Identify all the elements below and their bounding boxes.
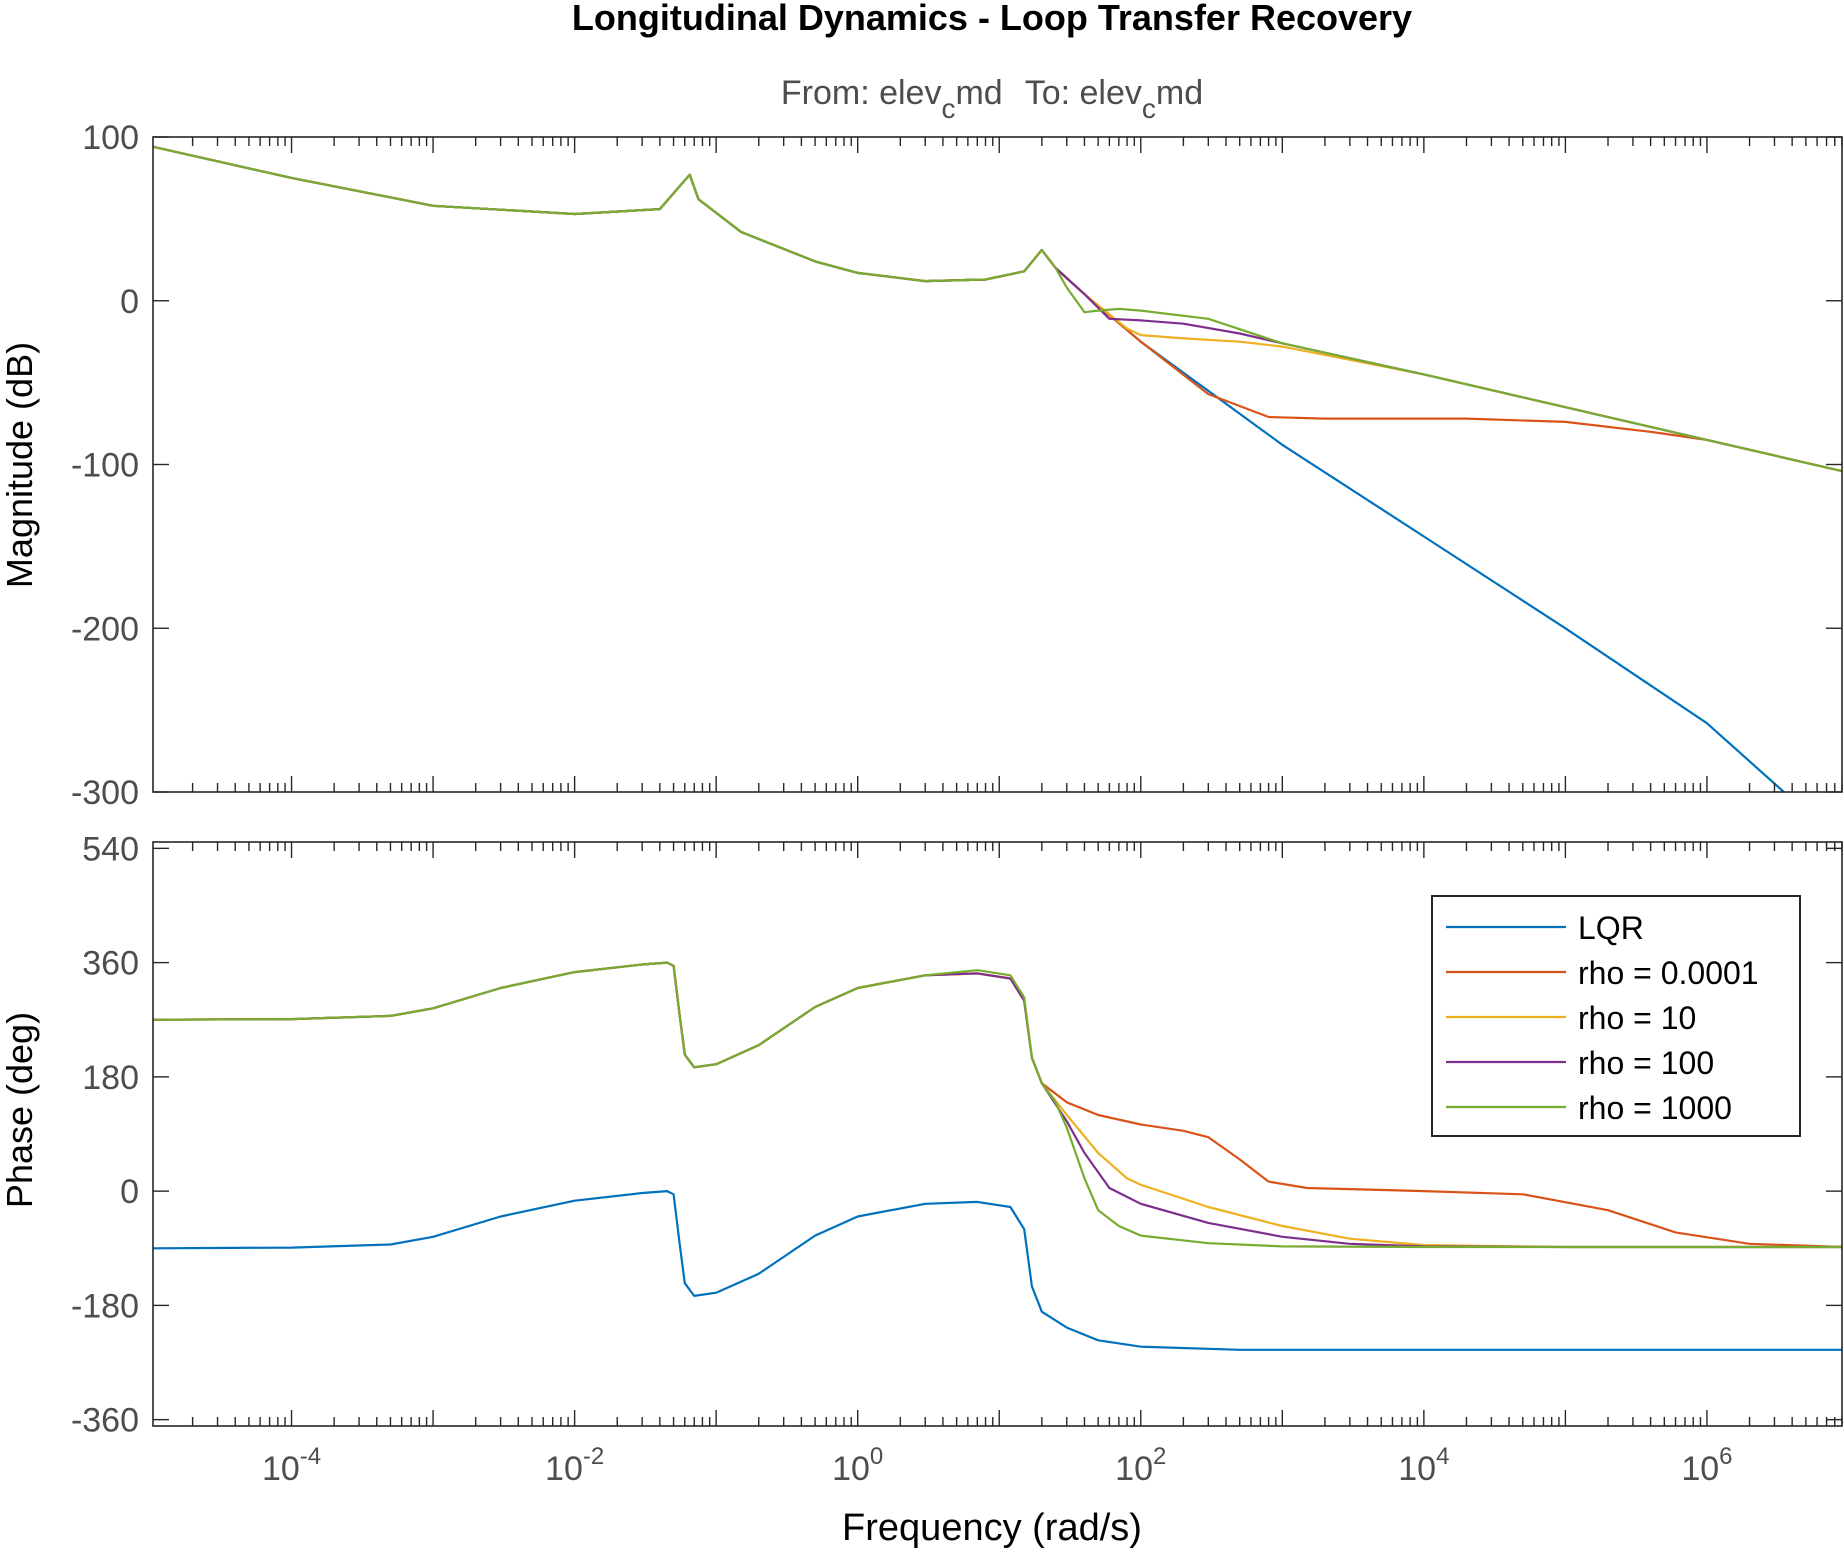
x-tick-label: 102 [1115,1443,1166,1488]
subtitle-to-sub: c [1142,93,1156,124]
x-tick-label: 104 [1398,1443,1449,1488]
magnitude-line-rho-1000 [153,145,1842,473]
x-tick-label-exponent: 0 [870,1443,883,1470]
x-tick-label: 10-2 [545,1443,604,1488]
phase-y-tick-label: -180 [71,1287,139,1325]
phase-y-tick-label: 180 [82,1059,139,1097]
magnitude-axis-label: Magnitude (dB) [0,342,40,588]
x-tick-label-base: 10 [545,1450,583,1488]
x-tick-label-base: 10 [832,1450,870,1488]
x-axis-label: Frequency (rad/s) [842,1507,1142,1549]
phase-axis-label: Phase (deg) [0,1012,40,1208]
x-tick-label-base: 10 [1681,1450,1719,1488]
magnitude-y-tick-label: -300 [71,774,139,812]
magnitude-x-ticks: 100 0 -100 -200 -300 [71,119,1843,812]
magnitude-series-group [153,145,1842,792]
magnitude-y-tick-label: -100 [71,447,139,485]
magnitude-y-tick-label: 100 [82,119,139,157]
x-tick-label: 10-4 [262,1443,321,1488]
x-tick-label-base: 10 [262,1450,300,1488]
phase-series-group [153,961,1842,1351]
magnitude-y-tick-label: 0 [120,283,139,321]
io-subtitle: From: elevcmd To: elevcmd [781,74,1203,124]
phase-line-lqr [153,1190,1842,1351]
phase-line-rho-1000 [153,961,1842,1249]
subtitle-from-sub: c [941,93,955,124]
subtitle-from-label: From: [781,74,879,112]
x-tick-label: 106 [1681,1443,1732,1488]
legend-entries: LQR rho = 0.0001 rho = 10 rho = 100 rho = 10… [1446,910,1759,1126]
magnitude-axes: 100 0 -100 -200 -300 [71,119,1843,812]
x-tick-label-base: 10 [1398,1450,1436,1488]
magnitude-y-tick-label: -200 [71,610,139,648]
phase-axes-box [152,841,1843,1427]
x-tick-label-base: 10 [1115,1450,1153,1488]
x-tick-label-exponent: 6 [1719,1443,1732,1470]
phase-y-tick-label: 0 [120,1173,139,1211]
x-tick-label: 100 [832,1443,883,1488]
x-tick-label-exponent: 4 [1436,1443,1449,1470]
figure-title: Longitudinal Dynamics - Loop Transfer Re… [572,0,1412,38]
phase-y-tick-label: 360 [82,945,139,983]
subtitle-from-rest: md [955,74,1002,112]
phase-y-tick-label: 540 [82,830,139,868]
x-tick-label-exponent: 2 [1153,1443,1166,1470]
subtitle-to-rest: md [1156,74,1203,112]
phase-y-tick-label: -360 [71,1402,139,1440]
legend-label-rho-0-0001: rho = 0.0001 [1578,955,1759,991]
subtitle-to-label: To: [1025,74,1080,112]
legend-label-rho-1000: rho = 1000 [1578,1090,1732,1126]
legend-label-rho-100: rho = 100 [1578,1045,1714,1081]
subtitle-to-base: elev [1080,74,1142,112]
subtitle-from-base: elev [879,74,941,112]
legend: LQR rho = 0.0001 rho = 10 rho = 100 rho = 10… [1431,895,1801,1137]
phase-x-ticks: 540 360 180 0 -180 -360 [71,830,1843,1440]
x-tick-label-exponent: -4 [300,1443,321,1470]
x-tick-label-exponent: -2 [583,1443,604,1470]
legend-label-rho-10: rho = 10 [1578,1000,1696,1036]
legend-label-lqr: LQR [1578,910,1644,946]
